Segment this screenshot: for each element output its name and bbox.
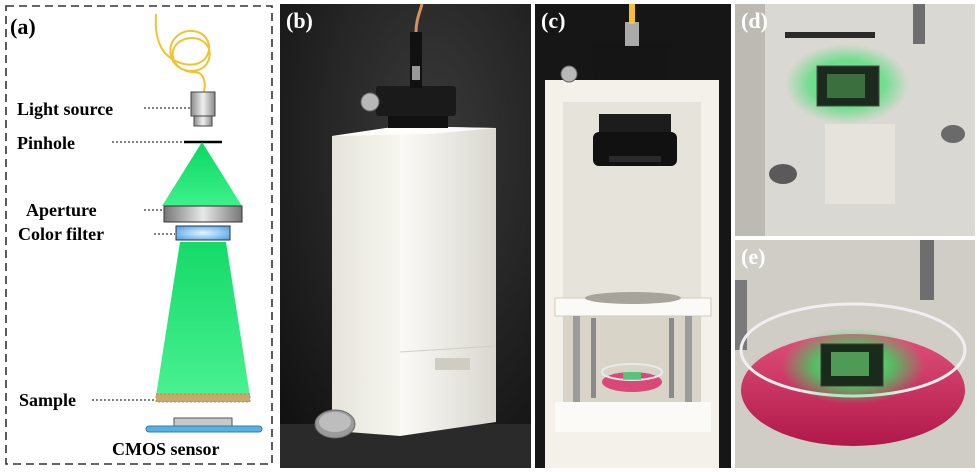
chip-photo-d <box>735 4 975 236</box>
panel-a-label: (a) <box>10 14 36 39</box>
panel-b-photo: (b) <box>280 4 531 468</box>
dish-photo-e <box>735 240 975 468</box>
source-mount <box>376 86 456 116</box>
sample-shape <box>156 394 250 402</box>
light-source-shape <box>190 91 216 117</box>
cmos-board-shape <box>145 425 263 433</box>
panel-d-photo: (d) <box>735 4 975 236</box>
enclosure-right-face <box>400 126 496 436</box>
panel-c-photo: (c) <box>535 4 731 468</box>
label-pinhole: Pinhole <box>17 133 75 153</box>
screw-hole <box>769 164 797 184</box>
color-filter-shape <box>175 225 231 241</box>
enclosure-photo-b <box>280 4 531 468</box>
enclosure-slot <box>435 358 470 370</box>
cmos-chip-shape <box>173 417 233 427</box>
label-cmos-sensor: CMOS sensor <box>112 439 220 459</box>
label-color-filter: Color filter <box>18 224 104 244</box>
label-aperture: Aperture <box>26 200 97 220</box>
source-mount-c <box>593 44 669 80</box>
schematic-svg: (a) Light source Pinhole Aperture Color … <box>5 5 273 465</box>
aperture-shape <box>163 205 243 223</box>
enclosure-left-face <box>332 126 400 436</box>
light-source-tip <box>193 115 213 127</box>
panel-e-label: (e) <box>741 244 766 269</box>
panel-e-photo: (e) <box>735 240 975 468</box>
panel-c-label: (c) <box>541 8 566 33</box>
panel-d-label: (d) <box>741 8 768 33</box>
panel-b-label: (b) <box>286 8 313 33</box>
illumination-beam <box>156 242 250 396</box>
mount-knob <box>360 92 380 112</box>
label-sample: Sample <box>19 390 76 410</box>
label-light-source: Light source <box>17 99 113 119</box>
optical-fiber <box>154 13 211 93</box>
panel-a-schematic: (a) Light source Pinhole Aperture Color … <box>4 4 274 466</box>
enclosure-photo-c <box>535 4 731 468</box>
shelf-opening <box>585 292 681 304</box>
light-cone <box>162 142 242 206</box>
petri-dish <box>602 372 662 392</box>
